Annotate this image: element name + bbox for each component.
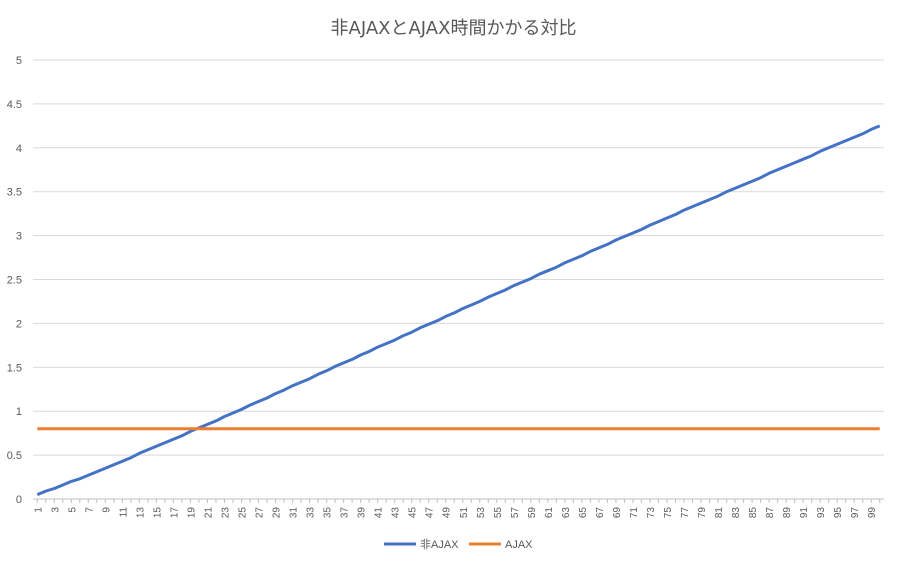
x-tick-label: 83	[731, 507, 742, 519]
y-tick-label: 2	[16, 318, 22, 330]
x-tick-label: 5	[67, 507, 78, 513]
x-tick-label: 97	[850, 507, 861, 519]
x-tick-label: 45	[408, 507, 419, 519]
x-tick-label: 3	[50, 507, 61, 513]
x-tick-label: 25	[237, 507, 248, 519]
x-tick-label: 11	[118, 507, 129, 518]
x-tick-label: 13	[135, 507, 146, 519]
x-tick-label: 29	[272, 507, 283, 519]
y-tick-label: 3.5	[7, 187, 22, 199]
x-tick-label: 91	[799, 507, 810, 519]
x-tick-label: 77	[680, 507, 691, 519]
x-tick-label: 47	[425, 507, 436, 519]
x-tick-label: 53	[476, 507, 487, 519]
x-axis-ticks: 1 3 5 7 9 11 13 15 17 19 21 23 25 27 29 31 33 35 37 39 41 43 4…	[33, 499, 881, 519]
x-tick-label: 1	[33, 507, 44, 513]
y-tick-label: 0	[16, 494, 22, 506]
x-tick-label: 17	[169, 507, 180, 519]
x-tick-label: 99	[867, 507, 878, 519]
y-tick-label: 4.5	[7, 99, 22, 111]
x-tick-label: 15	[152, 507, 163, 519]
x-tick-label: 55	[493, 507, 504, 519]
x-tick-label: 9	[101, 507, 112, 513]
x-tick-label: 73	[646, 507, 657, 519]
chart-title: 非AJAXとAJAX時間かかる対比	[330, 18, 577, 39]
x-tick-label: 35	[323, 507, 334, 519]
x-tick-label: 95	[833, 507, 844, 519]
x-tick-label: 69	[612, 507, 623, 519]
x-tick-label: 59	[527, 507, 538, 519]
x-tick-label: 61	[544, 507, 555, 519]
x-tick-label: 23	[220, 507, 231, 519]
x-tick-label: 67	[595, 507, 606, 519]
y-axis-ticks: 0 0.5 1 1.5 2 2.5 3 3.5 4 4.5 5	[7, 55, 22, 506]
legend-item-ajax-label: AJAX	[505, 539, 533, 551]
x-tick-label: 43	[391, 507, 402, 519]
x-tick-label: 63	[561, 507, 572, 519]
x-tick-label: 21	[203, 507, 214, 519]
x-tick-label: 89	[782, 507, 793, 519]
x-tick-label: 85	[748, 507, 759, 519]
x-tick-label: 27	[255, 507, 266, 519]
legend-item-non-ajax-label: 非AJAX	[420, 538, 459, 551]
x-tick-label: 39	[357, 507, 368, 519]
x-tick-label: 81	[714, 507, 725, 519]
y-tick-label: 2.5	[7, 275, 22, 287]
x-tick-label: 41	[374, 507, 385, 519]
x-tick-label: 7	[84, 507, 95, 513]
x-tick-label: 79	[697, 507, 708, 519]
x-tick-label: 49	[442, 507, 453, 519]
y-tick-label: 1.5	[7, 362, 22, 374]
x-tick-label: 51	[459, 507, 470, 519]
gridlines	[33, 59, 884, 500]
x-tick-label: 87	[765, 507, 776, 519]
x-tick-label: 93	[816, 507, 827, 519]
y-tick-label: 5	[16, 55, 22, 67]
x-tick-label: 71	[629, 507, 640, 519]
x-tick-label: 19	[186, 507, 197, 519]
y-tick-label: 0.5	[7, 450, 22, 462]
x-tick-label: 65	[578, 507, 589, 519]
y-tick-label: 4	[16, 143, 22, 155]
x-tick-label: 57	[510, 507, 521, 519]
legend: 非AJAX AJAX	[384, 538, 533, 551]
y-tick-label: 1	[16, 406, 22, 418]
x-tick-label: 37	[340, 507, 351, 519]
x-tick-label: 31	[289, 507, 300, 519]
x-tick-label: 75	[663, 507, 674, 519]
x-tick-label: 33	[306, 507, 317, 519]
series-line-non-ajax	[36, 124, 881, 496]
y-tick-label: 3	[16, 231, 22, 243]
series-lines	[36, 124, 881, 496]
